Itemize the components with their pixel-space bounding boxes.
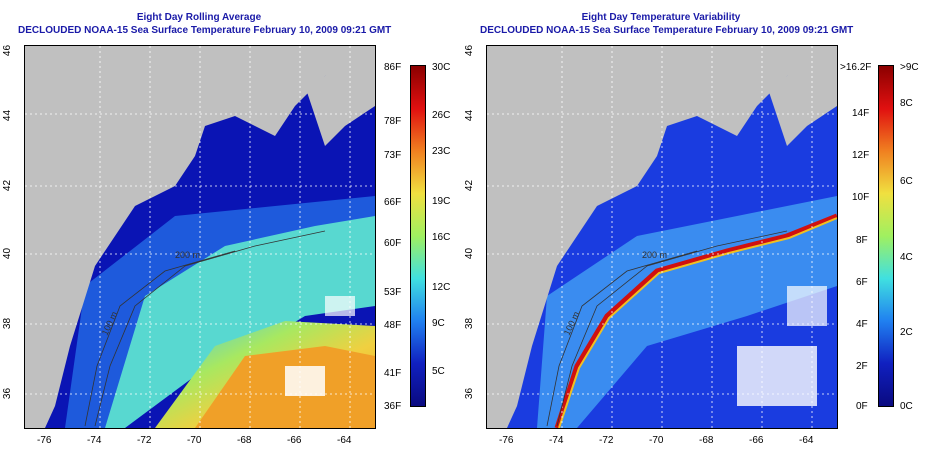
colorbar-c-label: 9C xyxy=(432,318,445,329)
lat-tick: 38 xyxy=(464,317,476,330)
no-data-patch xyxy=(737,346,817,406)
colorbar-f-label: 10F xyxy=(852,192,870,203)
colorbar-f-label: 41F xyxy=(384,368,402,379)
right-title-line1: Eight Day Temperature Variability xyxy=(581,12,741,23)
front-edge xyxy=(558,217,837,428)
lon-tick: -74 xyxy=(87,435,102,446)
lat-tick: 36 xyxy=(464,387,476,400)
right-variability-map: 200 m 100 m xyxy=(486,45,838,429)
contour-200m xyxy=(556,230,788,427)
lon-tick: -68 xyxy=(699,435,714,446)
colorbar-c-label: 4C xyxy=(900,252,913,263)
lon-tick: -76 xyxy=(37,435,52,446)
shelf-break-front xyxy=(554,213,837,428)
left-title-line2: DECLOUDED NOAA-15 Sea Surface Temperatur… xyxy=(18,25,392,36)
land-nova-scotia xyxy=(305,56,375,146)
lat-tick: 46 xyxy=(464,44,476,57)
colorbar-f-label: 73F xyxy=(384,150,402,161)
colorbar-f-label: 86F xyxy=(384,62,402,73)
colorbar-f-label: 14F xyxy=(852,108,870,119)
colorbar-f-label: 60F xyxy=(384,238,402,249)
colorbar-f-label: 66F xyxy=(384,197,402,208)
grid-lines xyxy=(25,46,375,428)
lon-tick: -64 xyxy=(337,435,352,446)
colorbar-c-label: 16C xyxy=(432,232,451,243)
right-colorbar xyxy=(878,65,894,407)
colorbar-f-label: 0F xyxy=(856,401,868,412)
colorbar-f-label: 8F xyxy=(856,235,868,246)
colorbar-f-label: 36F xyxy=(384,401,402,412)
right-map-svg: 200 m 100 m xyxy=(487,46,837,428)
right-title-line2: DECLOUDED NOAA-15 Sea Surface Temperatur… xyxy=(480,25,854,36)
colorbar-f-label: 53F xyxy=(384,287,402,298)
colorbar-c-label: 26C xyxy=(432,110,451,121)
colorbar-c-label: 12C xyxy=(432,282,451,293)
colorbar-f-label: 6F xyxy=(856,277,868,288)
colorbar-c-label: 2C xyxy=(900,327,913,338)
left-title-line1: Eight Day Rolling Average xyxy=(136,12,262,23)
lat-tick: 40 xyxy=(464,247,476,260)
colorbar-f-label: 78F xyxy=(384,116,402,127)
colorbar-c-label: 8C xyxy=(900,98,913,109)
lon-tick: -72 xyxy=(599,435,614,446)
colorbar-c-label: 0C xyxy=(900,401,913,412)
left-colorbar xyxy=(410,65,426,407)
colorbar-f-label: 12F xyxy=(852,150,870,161)
lat-tick: 42 xyxy=(464,179,476,192)
lon-tick: -68 xyxy=(237,435,252,446)
lon-tick: -76 xyxy=(499,435,514,446)
lat-tick: 38 xyxy=(2,317,14,330)
contour-100m xyxy=(546,250,698,427)
lat-tick: 44 xyxy=(464,109,476,122)
lat-tick: 36 xyxy=(2,387,14,400)
colorbar-f-label: 4F xyxy=(856,319,868,330)
lon-tick: -72 xyxy=(137,435,152,446)
lat-tick: 44 xyxy=(2,109,14,122)
colorbar-c-label: 6C xyxy=(900,176,913,187)
slope-water xyxy=(105,216,375,428)
grid-lines xyxy=(487,46,837,428)
colorbar-f-label: 2F xyxy=(856,361,868,372)
no-data-patch xyxy=(325,296,355,316)
colorbar-c-label: 30C xyxy=(432,62,451,73)
lon-tick: -64 xyxy=(799,435,814,446)
lon-tick: -66 xyxy=(287,435,302,446)
contour-200m xyxy=(94,230,326,427)
colorbar-c-label: 23C xyxy=(432,146,451,157)
no-data-patch xyxy=(787,286,827,326)
left-map-svg: 200 m 100 m xyxy=(25,46,375,428)
lon-tick: -70 xyxy=(187,435,202,446)
left-sst-map: 200 m 100 m xyxy=(24,45,376,429)
lon-tick: -70 xyxy=(649,435,664,446)
land-nova-scotia xyxy=(767,56,837,146)
lon-tick: -66 xyxy=(749,435,764,446)
depth-label-200m: 200 m xyxy=(642,250,667,260)
land-northeast xyxy=(25,46,375,428)
no-data-patch xyxy=(285,366,325,396)
lat-tick: 42 xyxy=(2,179,14,192)
lat-tick: 40 xyxy=(2,247,14,260)
land-northeast xyxy=(487,46,837,428)
colorbar-c-label: 19C xyxy=(432,196,451,207)
lon-tick: -74 xyxy=(549,435,564,446)
colorbar-f-label: 48F xyxy=(384,320,402,331)
colorbar-c-label: 5C xyxy=(432,366,445,377)
colorbar-f-label: >16.2F xyxy=(840,62,872,73)
lat-tick: 46 xyxy=(2,44,14,57)
contour-100m xyxy=(84,250,236,427)
depth-label-200m: 200 m xyxy=(175,250,200,260)
colorbar-c-label: >9C xyxy=(900,62,919,73)
